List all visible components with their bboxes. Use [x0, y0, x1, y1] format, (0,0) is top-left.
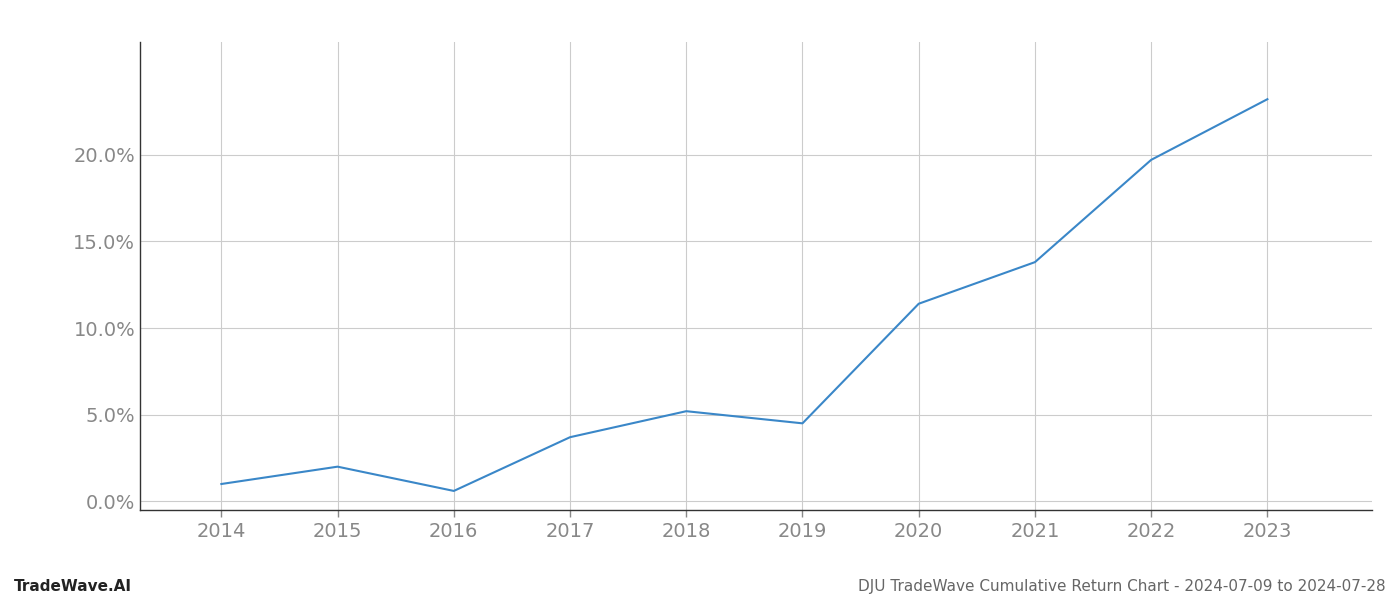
- Text: DJU TradeWave Cumulative Return Chart - 2024-07-09 to 2024-07-28: DJU TradeWave Cumulative Return Chart - …: [858, 579, 1386, 594]
- Text: TradeWave.AI: TradeWave.AI: [14, 579, 132, 594]
